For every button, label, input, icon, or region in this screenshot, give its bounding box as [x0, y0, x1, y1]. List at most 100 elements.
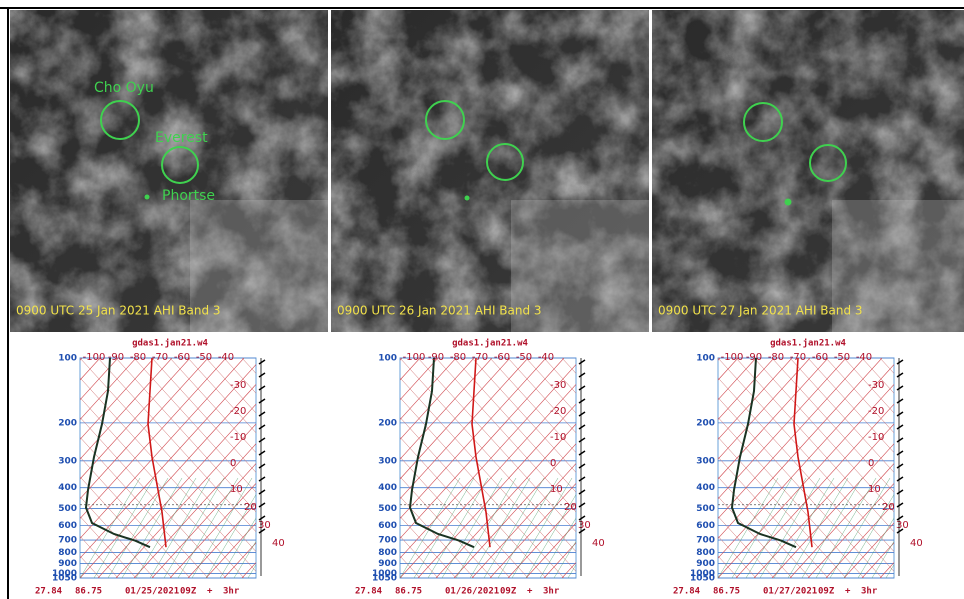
temperature-label: 10: [868, 484, 881, 495]
location-label: Cho Oyu: [94, 80, 154, 96]
figure: Cho Oyu Everest Phortse 0900 UTC 25 Jan 202…: [0, 0, 964, 599]
temperature-label: -80: [768, 352, 784, 363]
pressure-label: 400: [58, 483, 77, 493]
footer-text: 86.75: [395, 587, 422, 597]
location-label: Phortse: [162, 188, 215, 204]
image-caption: 0900 UTC 27 Jan 2021 AHI Band 3: [658, 304, 863, 318]
temperature-label: 0: [868, 458, 874, 469]
pressure-label: 900: [696, 559, 715, 569]
temperature-label: -90: [428, 352, 444, 363]
pressure-label: 1050: [690, 574, 715, 584]
temperature-label: 20: [244, 502, 257, 513]
temperature-label: -30: [230, 380, 246, 391]
location-dot: [145, 195, 150, 200]
pressure-label: 800: [378, 548, 397, 558]
footer-text: 09Z: [180, 587, 197, 597]
temperature-label: -40: [538, 352, 554, 363]
image-caption: 0900 UTC 26 Jan 2021 AHI Band 3: [337, 304, 542, 318]
sounding-title: gdas1.jan21.w4: [132, 338, 208, 349]
footer-text: 3hr: [543, 587, 560, 597]
footer-text: 27.84: [355, 587, 383, 597]
temperature-label: -30: [550, 380, 566, 391]
temperature-label: -70: [472, 352, 488, 363]
pressure-label: 900: [58, 559, 77, 569]
footer-text: 09Z: [818, 587, 835, 597]
footer-text: 86.75: [75, 587, 102, 597]
image-caption: 0900 UTC 25 Jan 2021 AHI Band 3: [16, 304, 221, 318]
pressure-label: 800: [696, 548, 715, 558]
pressure-label: 100: [58, 354, 77, 364]
temperature-label: -50: [516, 352, 532, 363]
temperature-label: -60: [494, 352, 510, 363]
pressure-label: 500: [378, 504, 397, 514]
temperature-label: 0: [550, 458, 556, 469]
temperature-label: 40: [910, 538, 923, 549]
temperature-label: 20: [564, 502, 577, 513]
footer-text: 86.75: [713, 587, 740, 597]
pressure-label: 600: [58, 521, 77, 531]
footer-text: 01/25/2021: [125, 587, 179, 597]
temperature-label: -30: [868, 380, 884, 391]
temperature-label: -90: [746, 352, 762, 363]
temperature-label: -70: [790, 352, 806, 363]
temperature-label: -20: [230, 406, 246, 417]
temperature-label: -20: [868, 406, 884, 417]
temperature-label: -10: [230, 432, 246, 443]
pressure-label: 700: [696, 536, 715, 546]
temperature-label: 0: [230, 458, 236, 469]
pressure-label: 300: [58, 456, 77, 466]
temperature-label: -80: [130, 352, 146, 363]
temperature-label: -10: [550, 432, 566, 443]
pressure-label: 600: [696, 521, 715, 531]
footer-text: 27.84: [673, 587, 701, 597]
footer-text: 01/26/2021: [445, 587, 499, 597]
pressure-label: 500: [58, 504, 77, 514]
footer-text: +: [207, 587, 213, 597]
footer-text: 01/27/2021: [763, 587, 817, 597]
pressure-label: 900: [378, 559, 397, 569]
temperature-label: -80: [450, 352, 466, 363]
temperature-label: 40: [592, 538, 605, 549]
pressure-label: 1050: [372, 574, 397, 584]
pressure-label: 500: [696, 504, 715, 514]
temperature-label: -50: [834, 352, 850, 363]
pressure-label: 200: [58, 418, 77, 428]
temperature-label: -60: [812, 352, 828, 363]
temperature-label: -60: [174, 352, 190, 363]
footer-text: 27.84: [35, 587, 63, 597]
footer-text: +: [845, 587, 851, 597]
pressure-label: 300: [378, 456, 397, 466]
footer-text: 09Z: [500, 587, 517, 597]
location-dot: [465, 196, 470, 201]
pressure-label: 200: [696, 418, 715, 428]
temperature-label: -100: [83, 352, 106, 363]
figure-svg: Cho Oyu Everest Phortse 0900 UTC 25 Jan 202…: [0, 0, 964, 599]
pressure-label: 400: [696, 483, 715, 493]
footer-text: 3hr: [861, 587, 878, 597]
sounding-title: gdas1.jan21.w4: [452, 338, 528, 349]
temperature-label: -90: [108, 352, 124, 363]
temperature-label: -40: [218, 352, 234, 363]
pressure-label: 700: [378, 536, 397, 546]
pressure-label: 400: [378, 483, 397, 493]
temperature-label: -100: [721, 352, 744, 363]
temperature-label: -70: [152, 352, 168, 363]
footer-text: +: [527, 587, 533, 597]
pressure-label: 800: [58, 548, 77, 558]
pressure-label: 1050: [52, 574, 77, 584]
pressure-label: 300: [696, 456, 715, 466]
temperature-label: -10: [868, 432, 884, 443]
temperature-label: -40: [856, 352, 872, 363]
temperature-label: -100: [403, 352, 426, 363]
location-label: Everest: [155, 130, 208, 146]
pressure-label: 700: [58, 536, 77, 546]
pressure-label: 600: [378, 521, 397, 531]
temperature-label: 10: [230, 484, 243, 495]
location-dot: [785, 199, 792, 206]
footer-text: 3hr: [223, 587, 240, 597]
pressure-label: 100: [696, 354, 715, 364]
pressure-label: 200: [378, 418, 397, 428]
temperature-label: 20: [882, 502, 895, 513]
temperature-label: 40: [272, 538, 285, 549]
temperature-label: -50: [196, 352, 212, 363]
